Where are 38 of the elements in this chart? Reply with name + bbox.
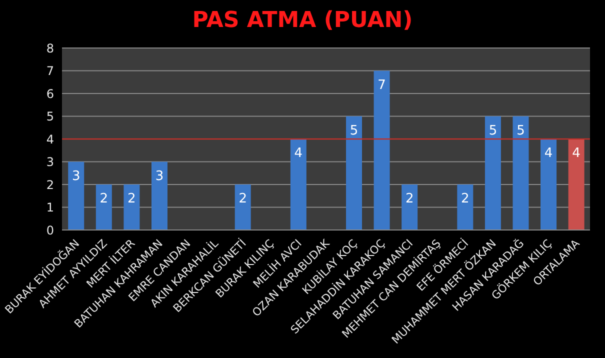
data-label: 4 — [572, 146, 580, 161]
bar — [290, 139, 306, 230]
data-label: 7 — [378, 78, 386, 93]
y-tick-label: 8 — [46, 41, 54, 56]
y-tick-label: 4 — [46, 132, 54, 146]
y-tick-label: 0 — [46, 223, 54, 238]
data-label: 2 — [461, 192, 470, 206]
data-label: 3 — [155, 168, 164, 184]
data-label: 4 — [294, 146, 303, 161]
bar — [457, 184, 474, 230]
chart-title: PAS ATMA (PUAN) — [191, 7, 414, 35]
y-tick-label: 6 — [46, 86, 54, 101]
data-label: 2 — [128, 192, 136, 206]
bar — [568, 139, 584, 230]
bar — [124, 184, 140, 230]
bar — [402, 184, 418, 230]
bar — [540, 139, 557, 230]
data-label: 5 — [350, 123, 358, 138]
bar — [374, 70, 390, 230]
y-tick-label: 7 — [46, 64, 54, 78]
data-label: 2 — [100, 192, 108, 206]
y-tick-label: 2 — [46, 178, 54, 192]
bar — [96, 184, 112, 230]
data-label: 5 — [516, 123, 525, 138]
bar — [484, 116, 501, 230]
data-label: 2 — [405, 192, 414, 206]
y-tick-label: 5 — [46, 110, 54, 124]
y-tick-label: 3 — [46, 155, 54, 170]
bar — [234, 184, 251, 230]
bar — [68, 162, 84, 230]
y-tick-label: 1 — [46, 200, 54, 215]
data-label: 3 — [72, 168, 80, 184]
data-label: 5 — [488, 123, 498, 138]
data-label: 4 — [544, 146, 553, 161]
bar — [346, 116, 362, 230]
bar — [512, 116, 529, 230]
data-label: 2 — [238, 192, 247, 206]
bar — [151, 162, 168, 230]
